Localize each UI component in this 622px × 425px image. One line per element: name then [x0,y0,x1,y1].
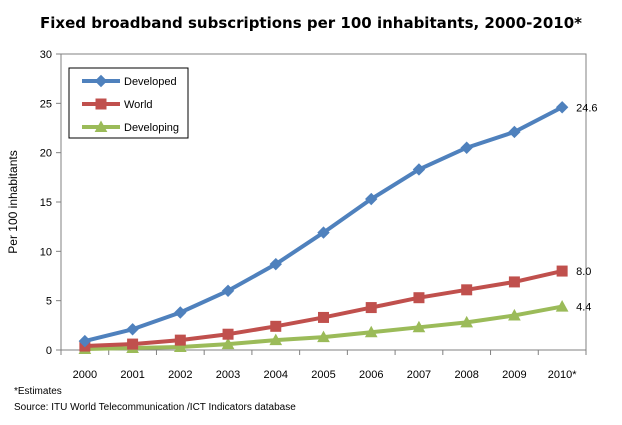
legend-label: Developing [124,122,179,134]
x-tick-label: 2006 [359,369,383,381]
series-world: 8.0 [79,265,591,352]
data-point [412,320,426,333]
x-tick-label: 2010* [548,369,577,381]
series-developed: 24.6 [78,101,598,348]
series-line [84,105,564,344]
x-tick-label: 2005 [311,369,335,381]
data-point [556,265,568,277]
data-point [269,257,282,271]
end-value-label: 4.4 [576,302,591,314]
legend-marker [94,74,108,88]
data-point [221,284,235,298]
data-point [127,338,139,350]
x-tick-label: 2000 [73,369,97,381]
footnote-estimates: *Estimates [14,386,62,397]
y-tick-label: 10 [40,246,52,258]
chart-title: Fixed broadband subscriptions per 100 in… [40,14,582,32]
data-point [365,192,378,206]
data-point [508,125,521,139]
legend-marker [94,120,108,132]
data-point [222,328,234,340]
data-point [126,323,139,336]
data-point [78,334,92,348]
data-point [364,325,378,338]
y-tick-label: 5 [46,296,52,308]
data-point [365,302,377,314]
x-tick-label: 2009 [502,369,526,381]
x-tick-label: 2002 [168,369,192,381]
legend-marker [95,98,107,110]
data-point [508,308,521,321]
y-tick-label: 30 [40,49,52,61]
y-tick-label: 25 [40,98,52,110]
data-point [460,315,474,328]
data-point [412,163,426,176]
data-point [317,226,330,239]
series-developing: 4.4 [78,300,591,355]
data-point [413,292,425,304]
x-tick-label: 2003 [216,369,240,381]
data-point [173,340,187,353]
x-tick-label: 2008 [454,369,478,381]
x-tick-label: 2001 [120,369,144,381]
legend-item-developing: Developing [82,120,179,134]
legend-item-developed: Developed [82,74,177,88]
data-point [174,306,187,319]
data-point [318,311,329,323]
data-point [174,334,186,346]
data-point [270,320,282,332]
x-tick-label: 2007 [407,369,431,381]
footnote-source: Source: ITU World Telecommunication /ICT… [14,402,296,413]
legend-label: Developed [124,76,177,88]
y-tick-label: 15 [40,197,52,209]
data-point [508,276,520,288]
data-point [269,333,283,346]
legend-item-world: World [82,98,153,111]
data-point [221,337,235,350]
end-value-label: 24.6 [576,102,597,114]
end-value-label: 8.0 [576,266,591,278]
x-tick-label: 2004 [264,369,288,381]
y-tick-label: 0 [46,345,52,357]
legend-label: World [124,99,153,111]
data-point [461,284,473,296]
data-point [555,101,569,114]
data-point [460,141,473,154]
legend: Developed World Developing [68,67,189,139]
plot-area [60,53,587,351]
y-tick-label: 20 [40,148,52,160]
data-point [555,300,569,312]
y-axis-title: Per 100 inhabitants [6,150,20,253]
data-point [317,330,330,343]
